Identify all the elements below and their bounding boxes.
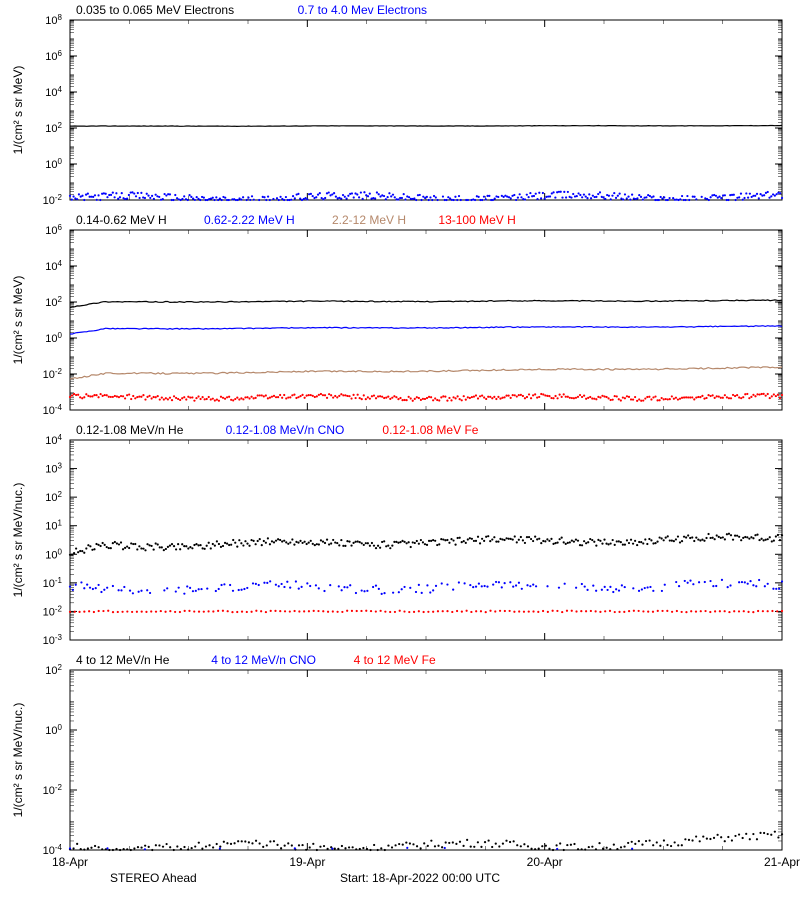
chart-container: 10-2 100 102 104 106 108 1/(cm² s sr MeV) 0.035… bbox=[0, 0, 800, 900]
data-scatter bbox=[69, 579, 783, 595]
footer-left: STEREO Ahead bbox=[110, 871, 197, 885]
y-axis-label: 1/(cm² s sr MeV) bbox=[11, 276, 25, 365]
y-tick-label: 10-4 bbox=[43, 403, 63, 418]
y-tick-label: 100 bbox=[45, 723, 62, 738]
y-tick-label: 104 bbox=[45, 259, 62, 274]
y-tick-label: 100 bbox=[45, 331, 62, 346]
y-tick-label: 100 bbox=[45, 157, 62, 172]
data-line bbox=[70, 125, 782, 126]
series-legend: 0.12-1.08 MeV/n CNO bbox=[226, 423, 345, 437]
y-tick-label: 10-2 bbox=[43, 367, 63, 382]
y-axis-label: 1/(cm² s sr MeV/nuc.) bbox=[11, 483, 25, 598]
y-tick-label: 102 bbox=[45, 490, 62, 505]
y-tick-label: 101 bbox=[45, 518, 62, 533]
y-tick-label: 103 bbox=[45, 461, 62, 476]
y-tick-label: 102 bbox=[45, 663, 62, 678]
series-legend: 0.14-0.62 MeV H bbox=[76, 213, 167, 227]
y-tick-label: 10-2 bbox=[43, 193, 63, 208]
y-tick-label: 102 bbox=[45, 295, 62, 310]
y-tick-label: 104 bbox=[45, 85, 62, 100]
multi-panel-chart: 10-2 100 102 104 106 108 1/(cm² s sr MeV) 0.035… bbox=[0, 0, 800, 900]
data-scatter bbox=[69, 533, 783, 556]
y-tick-label: 104 bbox=[45, 433, 62, 448]
footer-center: Start: 18-Apr-2022 00:00 UTC bbox=[340, 871, 500, 885]
panel-frame bbox=[70, 230, 782, 410]
series-legend: 2.2-12 MeV H bbox=[332, 213, 406, 227]
y-tick-label: 10-3 bbox=[43, 633, 63, 648]
series-legend: 0.62-2.22 MeV H bbox=[204, 213, 295, 227]
y-tick-label: 106 bbox=[45, 49, 62, 64]
x-tick-label: 20-Apr bbox=[527, 855, 563, 869]
y-tick-label: 10-2 bbox=[43, 604, 63, 619]
x-tick-label: 21-Apr bbox=[764, 855, 800, 869]
series-legend: 4 to 12 MeV/n CNO bbox=[211, 653, 316, 667]
x-tick-label: 18-Apr bbox=[52, 855, 88, 869]
series-legend: 4 to 12 MeV Fe bbox=[354, 653, 436, 667]
series-legend: 0.12-1.08 MeV Fe bbox=[382, 423, 478, 437]
y-tick-label: 100 bbox=[45, 547, 62, 562]
y-tick-label: 108 bbox=[45, 13, 62, 28]
y-axis-label: 1/(cm² s sr MeV) bbox=[11, 66, 25, 155]
y-tick-label: 10-1 bbox=[43, 575, 63, 590]
panel-frame bbox=[70, 20, 782, 200]
y-axis-label: 1/(cm² s sr MeV/nuc.) bbox=[11, 703, 25, 818]
data-line bbox=[70, 326, 782, 334]
panel-frame bbox=[70, 670, 782, 850]
y-tick-label: 102 bbox=[45, 121, 62, 136]
series-legend: 13-100 MeV H bbox=[438, 213, 515, 227]
series-legend: 0.7 to 4.0 Mev Electrons bbox=[298, 3, 427, 17]
x-tick-label: 19-Apr bbox=[289, 855, 325, 869]
data-scatter bbox=[69, 610, 783, 614]
y-tick-label: 10-2 bbox=[43, 783, 63, 798]
series-legend: 0.12-1.08 MeV/n He bbox=[76, 423, 184, 437]
data-scatter bbox=[69, 393, 783, 402]
series-legend: 0.035 to 0.065 MeV Electrons bbox=[76, 3, 234, 17]
series-legend: 4 to 12 MeV/n He bbox=[76, 653, 170, 667]
y-tick-label: 106 bbox=[45, 223, 62, 238]
data-line bbox=[70, 300, 782, 308]
data-line bbox=[70, 367, 782, 379]
